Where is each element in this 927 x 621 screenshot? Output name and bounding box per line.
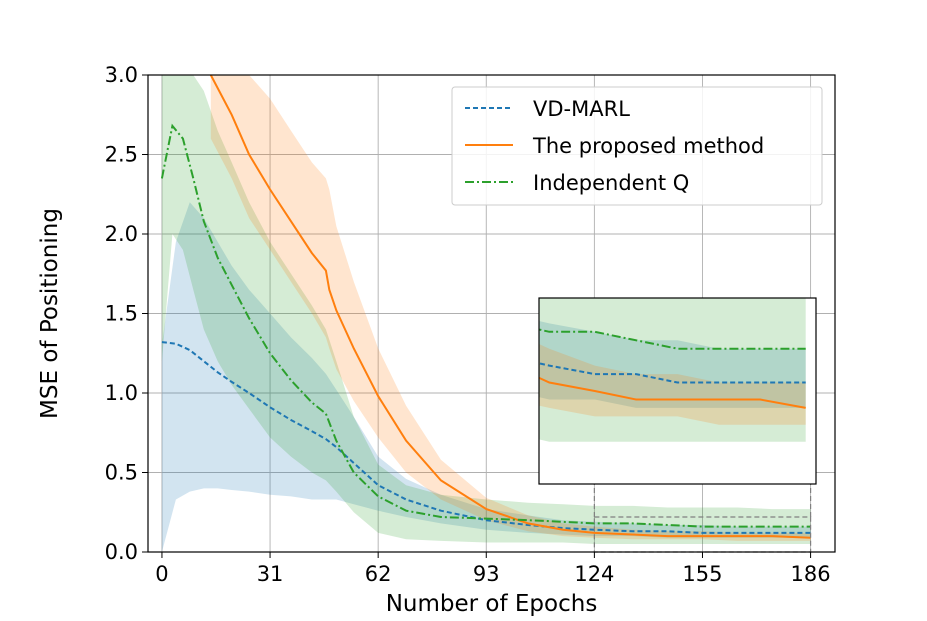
x-tick-label: 186 [791, 562, 831, 586]
y-tick-label: 3.0 [105, 63, 138, 87]
series-lines [160, 75, 811, 539]
band-the-proposed-method [210, 75, 811, 541]
y-tick-label: 0.5 [105, 461, 138, 485]
axis-ticks: 0 31 62 93 124 155 186 0.0 0.5 1.0 1.5 2.0 2.5 3.0 [105, 63, 831, 586]
inset-confidence-bands [539, 298, 806, 442]
x-tick-label: 124 [574, 562, 614, 586]
line-vd-marl [161, 341, 811, 534]
y-tick-label: 2.0 [105, 222, 138, 246]
inset-frame [538, 297, 817, 485]
legend-label: The proposed method [532, 134, 764, 158]
legend-item-independent-q: Independent Q [465, 171, 689, 195]
zoom-inset [538, 297, 817, 485]
legend-label: VD-MARL [533, 97, 630, 121]
legend-item-vd-marl: VD-MARL [465, 97, 630, 121]
x-tick-label: 62 [365, 562, 392, 586]
y-tick-label: 1.0 [105, 381, 138, 405]
band-vd-marl [161, 202, 811, 552]
inset-background [539, 298, 816, 484]
inset-band-independent-q [539, 298, 806, 442]
line-the-proposed-method [209, 75, 811, 539]
band-independent-q [161, 75, 811, 544]
inset-line-vd-marl [539, 362, 806, 384]
inset-band-the-proposed-method [539, 344, 806, 425]
y-tick-label: 0.0 [105, 540, 138, 564]
legend-box [451, 86, 823, 206]
y-axis-title: MSE of Positioning [37, 208, 63, 419]
x-tick-label: 155 [682, 562, 722, 586]
x-axis-title: Number of Epochs [386, 591, 598, 617]
inset-band-vd-marl [539, 321, 806, 408]
y-tick-label: 2.5 [105, 143, 138, 167]
legend-label: Independent Q [533, 171, 689, 195]
zoom-indicator [593, 484, 812, 553]
x-tick-label: 93 [473, 562, 500, 586]
y-tick-label: 1.5 [105, 302, 138, 326]
inset-line-the-proposed-method [539, 376, 806, 409]
line-independent-q [160, 123, 811, 528]
inset-series-lines [539, 328, 806, 409]
legend-item-proposed-method: The proposed method [465, 134, 764, 158]
x-tick-label: 31 [257, 562, 284, 586]
confidence-bands [161, 75, 811, 552]
x-tick-label: 0 [155, 562, 168, 586]
legend: VD-MARL The proposed method Independent … [451, 86, 823, 206]
zoom-region [593, 516, 812, 553]
